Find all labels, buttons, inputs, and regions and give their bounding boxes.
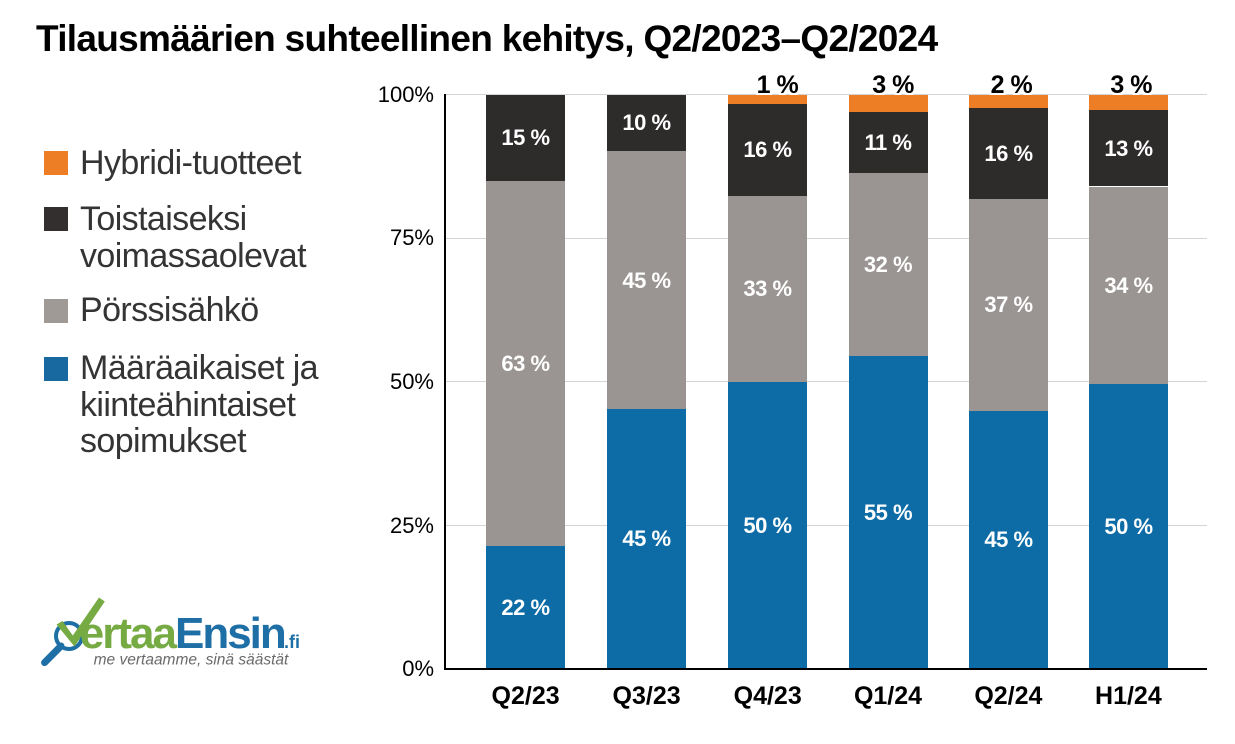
svg-text:me vertaamme, sinä säästät: me vertaamme, sinä säästät: [94, 652, 289, 669]
svg-text:ertaaEnsin: ertaaEnsin: [80, 609, 285, 658]
svg-text:.fi: .fi: [284, 632, 300, 652]
